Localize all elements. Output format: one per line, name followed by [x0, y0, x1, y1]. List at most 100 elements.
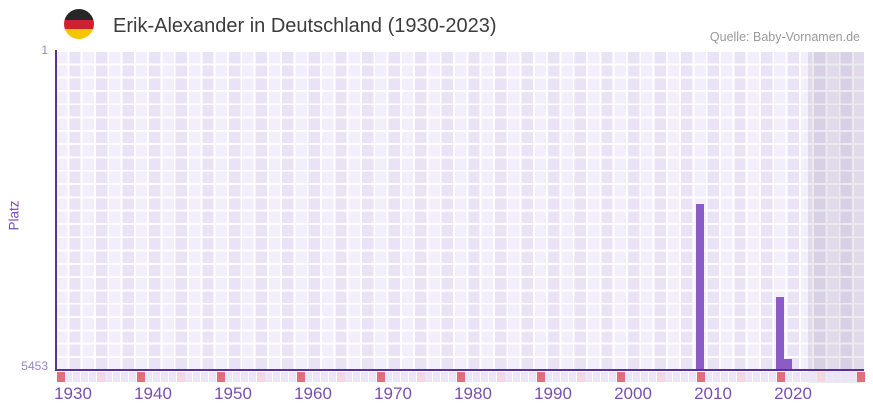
rank-bar-2020[interactable]: [776, 296, 784, 369]
year-marker-1964: [328, 372, 336, 382]
year-marker-2028: [840, 372, 848, 382]
year-marker-2012: [712, 372, 720, 382]
y-tick-label-min: 1: [41, 43, 48, 57]
year-marker-2002: [632, 372, 640, 382]
year-marker-1946: [184, 372, 192, 382]
year-marker-1945: [176, 372, 185, 382]
x-tick-label-1930: 1930: [54, 384, 92, 403]
year-marker-1995: [576, 372, 585, 382]
year-marker-1973: [400, 372, 408, 382]
year-marker-1970: [376, 372, 385, 382]
year-marker-2029: [848, 372, 856, 382]
year-marker-1993: [560, 372, 568, 382]
year-marker-1958: [280, 372, 288, 382]
x-tick-label-1940: 1940: [134, 384, 172, 403]
x-tick-label-1950: 1950: [214, 384, 252, 403]
year-marker-1956: [264, 372, 272, 382]
y-axis-line: [55, 50, 57, 371]
year-marker-2003: [640, 372, 648, 382]
plot-area-grid-background: [56, 52, 864, 369]
year-marker-1961: [304, 372, 312, 382]
rank-bar-2021[interactable]: [784, 359, 792, 369]
year-marker-1935: [96, 372, 105, 382]
year-marker-2023: [800, 372, 808, 382]
year-marker-1966: [344, 372, 352, 382]
year-marker-1991: [544, 372, 552, 382]
x-tick-label-1990: 1990: [534, 384, 572, 403]
year-marker-1997: [592, 372, 600, 382]
year-marker-2007: [672, 372, 680, 382]
year-marker-2021: [784, 372, 792, 382]
year-marker-2004: [648, 372, 656, 382]
year-marker-1949: [208, 372, 216, 382]
year-marker-1967: [352, 372, 360, 382]
x-tick-label-1980: 1980: [454, 384, 492, 403]
year-marker-1974: [408, 372, 416, 382]
year-marker-1942: [152, 372, 160, 382]
year-marker-1937: [112, 372, 120, 382]
year-marker-1972: [392, 372, 400, 382]
year-marker-2020: [776, 372, 785, 382]
year-marker-2008: [680, 372, 688, 382]
year-marker-2022: [792, 372, 800, 382]
rank-bar-2010[interactable]: [696, 203, 704, 369]
year-marker-1975: [416, 372, 425, 382]
year-marker-1950: [216, 372, 225, 382]
year-marker-1955: [256, 372, 265, 382]
year-marker-1963: [320, 372, 328, 382]
year-marker-1984: [488, 372, 496, 382]
year-marker-2027: [832, 372, 840, 382]
year-marker-1930: [56, 372, 65, 382]
year-marker-2010: [696, 372, 705, 382]
year-marker-1971: [384, 372, 392, 382]
year-marker-2018: [760, 372, 768, 382]
year-marker-2000: [616, 372, 625, 382]
year-marker-2017: [752, 372, 760, 382]
year-marker-1986: [504, 372, 512, 382]
x-tick-label-2000: 2000: [614, 384, 652, 403]
year-marker-1983: [480, 372, 488, 382]
year-marker-1968: [360, 372, 368, 382]
german-flag-icon: [64, 9, 94, 39]
year-marker-2025: [816, 372, 825, 382]
year-marker-1932: [72, 372, 80, 382]
year-marker-1981: [464, 372, 472, 382]
year-marker-1938: [120, 372, 128, 382]
year-marker-2011: [704, 372, 712, 382]
year-marker-2030: [856, 372, 865, 382]
year-marker-1977: [432, 372, 440, 382]
year-marker-1933: [80, 372, 88, 382]
year-marker-2006: [664, 372, 672, 382]
x-tick-label-2010: 2010: [694, 384, 732, 403]
year-marker-2016: [744, 372, 752, 382]
year-marker-1992: [552, 372, 560, 382]
year-marker-1948: [200, 372, 208, 382]
x-tick-label-2020: 2020: [774, 384, 812, 403]
year-marker-2009: [688, 372, 696, 382]
y-axis-title: Platz: [6, 200, 22, 231]
year-marker-1980: [456, 372, 465, 382]
y-tick-label-max: 5453: [21, 359, 48, 373]
year-marker-2005: [656, 372, 665, 382]
year-marker-1965: [336, 372, 345, 382]
year-marker-2015: [736, 372, 745, 382]
x-axis-line: [55, 369, 864, 371]
source-label: Quelle: Baby-Vornamen.de: [709, 30, 860, 44]
year-marker-1944: [168, 372, 176, 382]
year-marker-1982: [472, 372, 480, 382]
year-marker-1947: [192, 372, 200, 382]
year-marker-1934: [88, 372, 96, 382]
year-marker-1996: [584, 372, 592, 382]
year-marker-1939: [128, 372, 136, 382]
year-marker-1987: [512, 372, 520, 382]
year-marker-2019: [768, 372, 776, 382]
year-marker-1941: [144, 372, 152, 382]
year-marker-1952: [232, 372, 240, 382]
year-marker-1994: [568, 372, 576, 382]
year-marker-1988: [520, 372, 528, 382]
year-marker-2013: [720, 372, 728, 382]
year-marker-1979: [448, 372, 456, 382]
year-marker-1985: [496, 372, 505, 382]
year-marker-2001: [624, 372, 632, 382]
year-marker-1936: [104, 372, 112, 382]
